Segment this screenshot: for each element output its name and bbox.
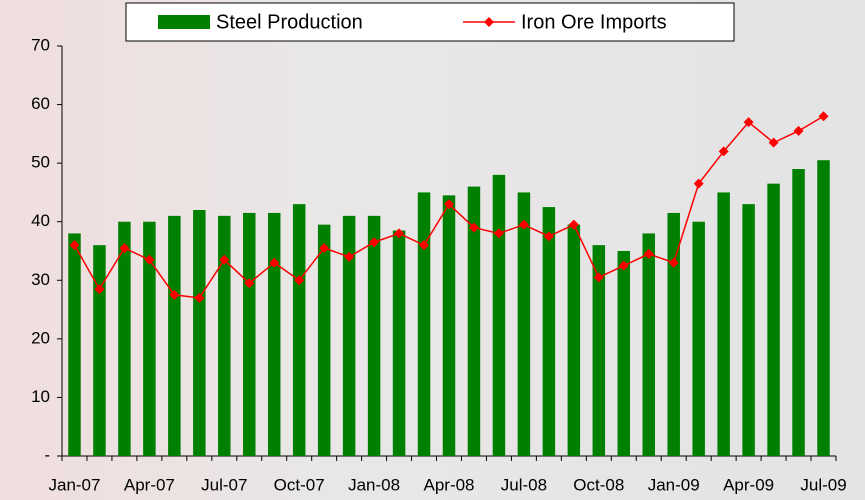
bar bbox=[168, 215, 181, 456]
bar bbox=[592, 245, 606, 456]
bar bbox=[542, 207, 556, 456]
bar bbox=[517, 192, 531, 456]
bar bbox=[817, 160, 830, 456]
bar bbox=[442, 195, 456, 456]
marker bbox=[518, 219, 529, 230]
bar bbox=[492, 174, 506, 456]
marker bbox=[294, 275, 305, 286]
bar bbox=[417, 192, 431, 456]
y-tick-label: - bbox=[44, 445, 50, 464]
marker bbox=[219, 254, 230, 265]
marker bbox=[369, 237, 380, 248]
bar bbox=[342, 215, 356, 456]
marker bbox=[618, 260, 629, 271]
x-tick-label: Jul-07 bbox=[201, 475, 247, 494]
marker bbox=[493, 228, 504, 239]
bar bbox=[267, 212, 281, 456]
bar bbox=[617, 251, 631, 456]
x-tick-label: Apr-08 bbox=[423, 475, 474, 494]
legend-box bbox=[125, 2, 735, 42]
x-tick-label: Jan-09 bbox=[648, 475, 700, 494]
bar bbox=[118, 221, 131, 456]
bar bbox=[792, 169, 805, 456]
marker bbox=[444, 199, 454, 210]
bar bbox=[642, 233, 655, 456]
x-tick-label: Jan-07 bbox=[48, 475, 100, 494]
marker bbox=[169, 289, 180, 300]
bar bbox=[317, 224, 331, 456]
marker bbox=[743, 117, 754, 128]
marker bbox=[69, 240, 80, 251]
marker bbox=[94, 284, 105, 295]
marker bbox=[793, 125, 804, 136]
x-tick-label: Apr-09 bbox=[723, 475, 774, 494]
marker bbox=[244, 278, 255, 289]
legend-swatch bbox=[158, 15, 210, 29]
legend-label: Steel Production bbox=[216, 11, 363, 33]
y-tick-label: 40 bbox=[31, 211, 50, 230]
bar bbox=[292, 204, 306, 456]
x-tick-label: Oct-08 bbox=[573, 475, 624, 494]
bar bbox=[467, 186, 481, 457]
y-tick-label: 50 bbox=[31, 153, 50, 172]
marker bbox=[668, 257, 679, 268]
bar bbox=[692, 221, 705, 456]
bar bbox=[367, 215, 381, 456]
marker bbox=[468, 222, 479, 233]
bar bbox=[143, 221, 156, 456]
bar bbox=[218, 215, 231, 456]
bar bbox=[243, 212, 256, 456]
y-tick-label: 30 bbox=[31, 270, 50, 289]
y-tick-label: 20 bbox=[31, 328, 50, 347]
y-tick-label: 70 bbox=[31, 35, 50, 54]
marker bbox=[693, 178, 704, 189]
x-tick-label: Jul-08 bbox=[501, 475, 547, 494]
marker bbox=[319, 243, 330, 254]
bar bbox=[392, 230, 406, 456]
bar bbox=[68, 233, 81, 456]
marker bbox=[543, 231, 554, 242]
marker bbox=[768, 137, 779, 148]
bar bbox=[667, 212, 680, 456]
y-tick-label: 10 bbox=[31, 387, 50, 406]
x-tick-label: Oct-07 bbox=[274, 475, 325, 494]
x-tick-label: Jan-08 bbox=[348, 475, 400, 494]
marker bbox=[568, 219, 579, 230]
legend-swatch bbox=[484, 17, 494, 27]
bar bbox=[93, 245, 106, 456]
bar bbox=[567, 224, 581, 456]
marker bbox=[394, 228, 405, 239]
marker bbox=[144, 254, 155, 265]
marker bbox=[194, 292, 205, 303]
marker bbox=[818, 111, 829, 122]
x-tick-label: Jul-09 bbox=[800, 475, 846, 494]
marker bbox=[593, 272, 604, 283]
marker bbox=[643, 248, 654, 259]
marker bbox=[269, 257, 280, 268]
bar bbox=[717, 192, 730, 456]
marker bbox=[718, 146, 729, 157]
marker bbox=[119, 243, 130, 254]
marker bbox=[419, 240, 430, 251]
legend-label: Iron Ore Imports bbox=[521, 11, 667, 33]
y-tick-label: 60 bbox=[31, 94, 50, 113]
bar bbox=[767, 183, 780, 456]
bar bbox=[742, 204, 755, 456]
x-tick-label: Apr-07 bbox=[124, 475, 175, 494]
bar bbox=[193, 210, 206, 456]
marker bbox=[344, 251, 355, 262]
